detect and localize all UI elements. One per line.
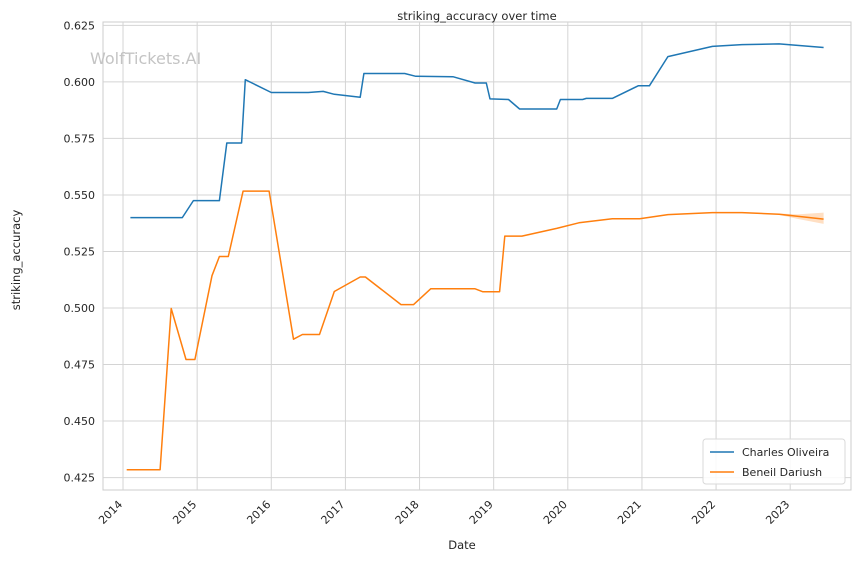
legend: Charles Oliveira Beneil Dariush: [702, 438, 846, 485]
y-tick-label: 0.450: [64, 415, 96, 428]
legend-box: [702, 438, 846, 485]
series-line-charles-oliveira: [130, 43, 824, 219]
x-tick-label: 2020: [541, 498, 570, 527]
x-tick-label: 2018: [393, 498, 422, 527]
y-axis-title: striking_accuracy: [9, 210, 23, 311]
series-line-beneil-dariush: [126, 190, 824, 471]
y-tick-labels: 0.425 0.450 0.475 0.500 0.525 0.550 0.575 0.600…: [64, 19, 96, 484]
x-tick-labels: 2014 2015 2016 2017 2018 2019 2020 2021 2022 2023: [96, 498, 792, 527]
x-tick-label: 2017: [319, 498, 348, 527]
x-tick-label: 2014: [96, 498, 125, 527]
y-tick-label: 0.425: [64, 472, 96, 485]
y-tick-label: 0.525: [64, 245, 96, 258]
x-tick-label: 2015: [170, 498, 199, 527]
legend-label-beneil-dariush: Beneil Dariush: [742, 466, 822, 479]
series-lines: [126, 43, 824, 471]
x-axis-title: Date: [448, 538, 476, 552]
x-tick-label: 2016: [244, 498, 273, 527]
y-tick-label: 0.475: [64, 359, 96, 372]
x-tick-label: 2019: [467, 498, 496, 527]
x-tick-label: 2023: [763, 498, 792, 527]
y-tick-label: 0.600: [64, 76, 96, 89]
x-tick-label: 2022: [689, 498, 718, 527]
x-tick-label: 2021: [615, 498, 644, 527]
y-tick-label: 0.575: [64, 132, 96, 145]
grid: [103, 22, 851, 490]
chart-title: striking_accuracy over time: [397, 9, 556, 23]
y-tick-label: 0.500: [64, 302, 96, 315]
watermark: WolfTickets.AI: [90, 49, 201, 68]
y-tick-label: 0.550: [64, 189, 96, 202]
y-tick-label: 0.625: [64, 19, 96, 32]
legend-label-charles-oliveira: Charles Oliveira: [742, 446, 829, 459]
plot-area: [102, 21, 852, 491]
